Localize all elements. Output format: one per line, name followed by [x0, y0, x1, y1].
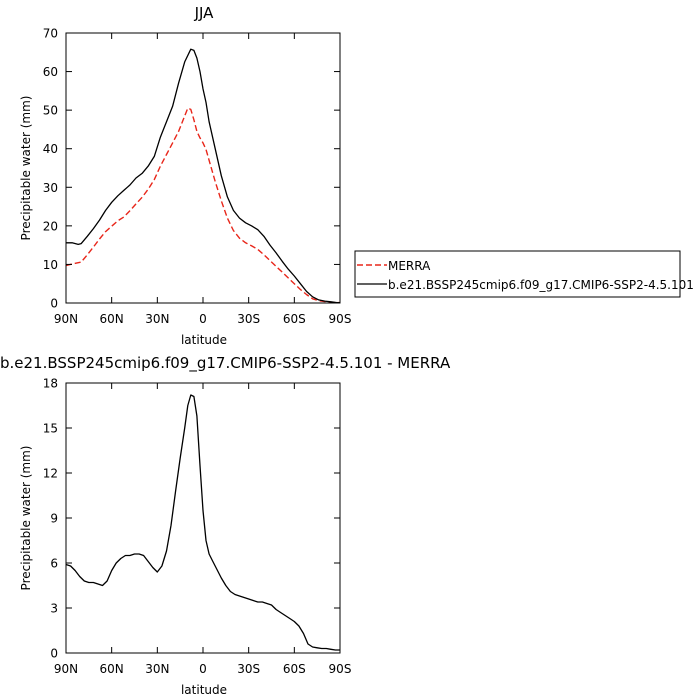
top-chart-ticks: 90N 60N 30N 0 30S 60S 90S 0 10 20 30 40 50 60 70 [43, 27, 352, 327]
bottom-chart-series-line-0 [65, 394, 340, 651]
top-chart-x-tick-label: 90S [329, 312, 352, 326]
top-chart-y-tick-label: 30 [43, 181, 58, 195]
bottom-chart-y-tick-label: 12 [43, 467, 58, 481]
top-chart-x-tick-label: 60N [100, 312, 124, 326]
bottom-chart-x-tick-label: 90N [54, 662, 78, 676]
top-chart-y-tick-label: 10 [43, 258, 58, 272]
bottom-chart-title: b.e21.BSSP245cmip6.f09_g17.CMIP6-SSP2-4.… [0, 354, 451, 373]
bottom-chart-y-axis-label: Precipitable water (mm) [19, 446, 33, 591]
top-chart-series-line-1 [66, 48, 340, 304]
bottom-chart-x-tick-label: 30S [237, 662, 260, 676]
bottom-chart: b.e21.BSSP245cmip6.f09_g17.CMIP6-SSP2-4.… [0, 354, 451, 697]
top-chart-y-tick-label: 60 [43, 65, 58, 79]
top-chart-y-tick-label: 70 [43, 27, 58, 41]
top-chart-y-tick-label: 50 [43, 104, 58, 118]
top-chart-frame [65, 32, 341, 304]
top-chart-x-tick-label: 60S [283, 312, 306, 326]
legend: MERRA b.e21.BSSP245cmip6.f09_g17.CMIP6-S… [354, 250, 694, 298]
top-chart-series-line-0 [65, 107, 340, 304]
top-chart-y-tick-label: 0 [50, 297, 58, 311]
top-chart-lines [65, 48, 340, 304]
bottom-chart-y-tick-label: 9 [50, 512, 58, 526]
bottom-chart-x-tick-label: 60S [283, 662, 306, 676]
top-chart-x-axis-label: latitude [181, 333, 227, 347]
top-chart: JJA 90N 60N 30N 0 30S 60S 90S 0 10 20 30 40 50 60 70 l… [19, 4, 351, 347]
legend-label-merra: MERRA [388, 259, 431, 273]
bottom-chart-x-tick-label: 90S [329, 662, 352, 676]
bottom-chart-x-tick-label: 30N [145, 662, 169, 676]
legend-label-model: b.e21.BSSP245cmip6.f09_g17.CMIP6-SSP2-4.… [388, 278, 694, 292]
bottom-chart-x-tick-label: 0 [199, 662, 207, 676]
top-chart-y-tick-label: 40 [43, 142, 58, 156]
bottom-chart-y-tick-label: 3 [50, 602, 58, 616]
top-chart-y-axis-label: Precipitable water (mm) [19, 96, 33, 241]
bottom-chart-lines [65, 394, 340, 651]
top-chart-x-tick-label: 0 [199, 312, 207, 326]
bottom-chart-ticks: 90N 60N 30N 0 30S 60S 90S 0 3 6 9 12 15 18 [43, 377, 352, 677]
top-chart-x-tick-label: 30N [145, 312, 169, 326]
top-chart-title: JJA [194, 4, 215, 22]
top-chart-x-tick-label: 30S [237, 312, 260, 326]
top-chart-y-tick-label: 20 [43, 219, 58, 233]
bottom-chart-y-tick-label: 15 [43, 422, 58, 436]
bottom-chart-y-tick-label: 18 [43, 377, 58, 391]
legend-box [354, 250, 681, 298]
bottom-chart-y-tick-label: 6 [50, 557, 58, 571]
bottom-chart-x-tick-label: 60N [100, 662, 124, 676]
bottom-chart-y-tick-label: 0 [50, 647, 58, 661]
bottom-chart-x-axis-label: latitude [181, 683, 227, 697]
bottom-chart-frame [65, 382, 341, 654]
top-chart-x-tick-label: 90N [54, 312, 78, 326]
